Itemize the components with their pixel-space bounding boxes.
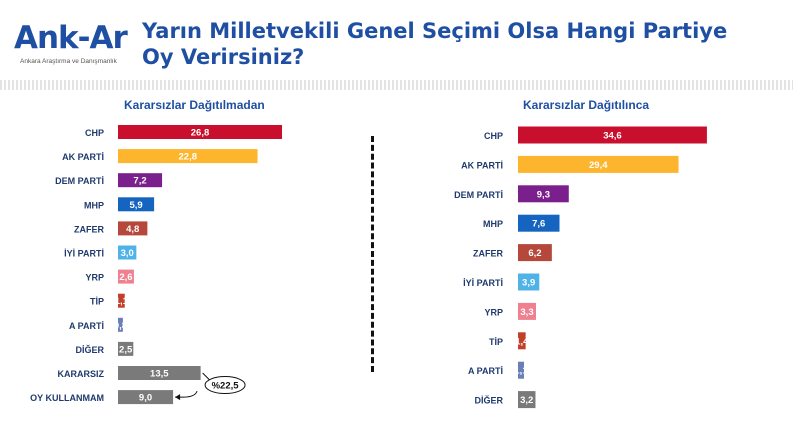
- left-i-yi-parti-bar: [118, 245, 137, 260]
- header-divider: [0, 80, 793, 90]
- right-dem-parti-value-label: 9,3: [537, 189, 550, 200]
- right-dem-parti-bar: [518, 185, 569, 203]
- left-ak-parti-category-label: AK PARTİ: [62, 152, 104, 162]
- right-ti-p-value-label: 1,4: [515, 336, 529, 347]
- left-dem-parti-category-label: DEM PARTİ: [55, 176, 104, 186]
- left-dem-parti-value-label: 7,2: [133, 176, 146, 187]
- left-a-parti-bar: [118, 317, 123, 332]
- left-zafer-value-label: 4,8: [126, 224, 139, 235]
- left-oy-kullanmam-bar: [118, 390, 174, 405]
- page-title: Yarın Milletvekili Genel Seçimi Olsa Han…: [142, 19, 728, 69]
- left-chp-category-label: CHP: [85, 128, 104, 138]
- left-zafer-category-label: ZAFER: [74, 224, 104, 234]
- left-dem-parti-bar: [118, 173, 163, 188]
- left-ti-p-category-label: TİP: [90, 297, 104, 307]
- right-zafer-bar: [518, 244, 552, 262]
- right-i-yi-parti-bar: [518, 273, 540, 291]
- right-chart-title: Kararsızlar Dağıtılınca: [523, 98, 650, 112]
- right-yrp-category-label: YRP: [484, 307, 503, 317]
- left-kararsiz-bar: [118, 366, 201, 380]
- right-yrp-bar: [518, 302, 537, 320]
- right-di-er-category-label: DİĞER: [474, 395, 503, 406]
- brand-logo: Ank-Ar Ankara Araştırma ve Danışmanlık: [14, 18, 134, 68]
- right-ak-parti-category-label: AK PARTİ: [461, 160, 503, 170]
- left-chp-value-label: 26,8: [191, 128, 210, 139]
- left-di-er-category-label: DİĞER: [75, 344, 104, 355]
- left-mhp-bar: [118, 197, 155, 212]
- left-kararsiz-value-label: 13,5: [150, 369, 169, 380]
- right-mhp-bar: [518, 214, 560, 232]
- left-zafer-bar: [118, 221, 148, 236]
- right-di-er-bar: [518, 391, 536, 409]
- right-mhp-category-label: MHP: [483, 219, 503, 229]
- right-dem-parti-category-label: DEM PARTİ: [454, 190, 503, 200]
- left-yrp-bar: [118, 269, 134, 284]
- left-i-yi-parti-category-label: İYİ PARTİ: [64, 249, 104, 259]
- left-ti-p-value-label: 1,1: [115, 296, 129, 307]
- right-a-parti-category-label: A PARTİ: [468, 366, 503, 376]
- left-di-er-bar: [118, 341, 134, 356]
- left-chart-title: Kararsızlar Dağıtılmadan: [124, 98, 265, 112]
- right-a-parti-value-label: 1,1: [514, 366, 528, 377]
- left-chp-bar: [118, 125, 283, 139]
- left-ak-parti-bar: [118, 149, 258, 164]
- left-yrp-category-label: YRP: [85, 273, 104, 283]
- panel-divider: [371, 136, 374, 372]
- left-kararsiz-category-label: KARARSIZ: [58, 369, 105, 379]
- left-a-parti-category-label: A PARTİ: [69, 321, 104, 331]
- left-a-parti-value-label: 0,8: [114, 320, 127, 331]
- right-i-yi-parti-value-label: 3,9: [522, 278, 535, 289]
- left-ak-parti-value-label: 22,8: [179, 152, 198, 163]
- annotation-bracket-bottom: [175, 390, 198, 398]
- right-ak-parti-bar: [518, 155, 679, 173]
- annotation-arrowhead: [175, 394, 181, 401]
- right-ti-p-category-label: TİP: [489, 337, 503, 347]
- left-yrp-value-label: 2,6: [119, 272, 132, 283]
- right-di-er-value-label: 3,2: [520, 395, 533, 406]
- right-zafer-value-label: 6,2: [528, 248, 541, 259]
- logo-tagline: Ankara Araştırma ve Danışmanlık: [20, 58, 117, 65]
- left-oy-kullanmam-value-label: 9,0: [139, 393, 152, 404]
- left-mhp-value-label: 5,9: [129, 200, 142, 211]
- right-chp-category-label: CHP: [484, 131, 503, 141]
- left-i-yi-parti-value-label: 3,0: [121, 248, 134, 259]
- right-zafer-category-label: ZAFER: [473, 249, 503, 259]
- left-oy-kullanmam-category-label: OY KULLANMAM: [30, 393, 104, 403]
- right-i-yi-parti-category-label: İYİ PARTİ: [463, 278, 503, 288]
- right-yrp-value-label: 3,3: [520, 307, 533, 318]
- right-a-parti-bar: [518, 361, 525, 379]
- right-ti-p-bar: [518, 332, 526, 350]
- annotation-label: %22,5: [212, 381, 240, 392]
- logo-wordmark: Ank-Ar: [14, 20, 128, 56]
- left-ti-p-bar: [118, 293, 125, 308]
- left-mhp-category-label: MHP: [84, 200, 104, 210]
- right-ak-parti-value-label: 29,4: [589, 160, 608, 171]
- left-di-er-value-label: 2,5: [119, 344, 133, 355]
- right-chp-bar: [518, 126, 707, 144]
- right-mhp-value-label: 7,6: [532, 219, 545, 230]
- right-chp-value-label: 34,6: [603, 131, 622, 142]
- annotation-ellipse: [204, 376, 246, 395]
